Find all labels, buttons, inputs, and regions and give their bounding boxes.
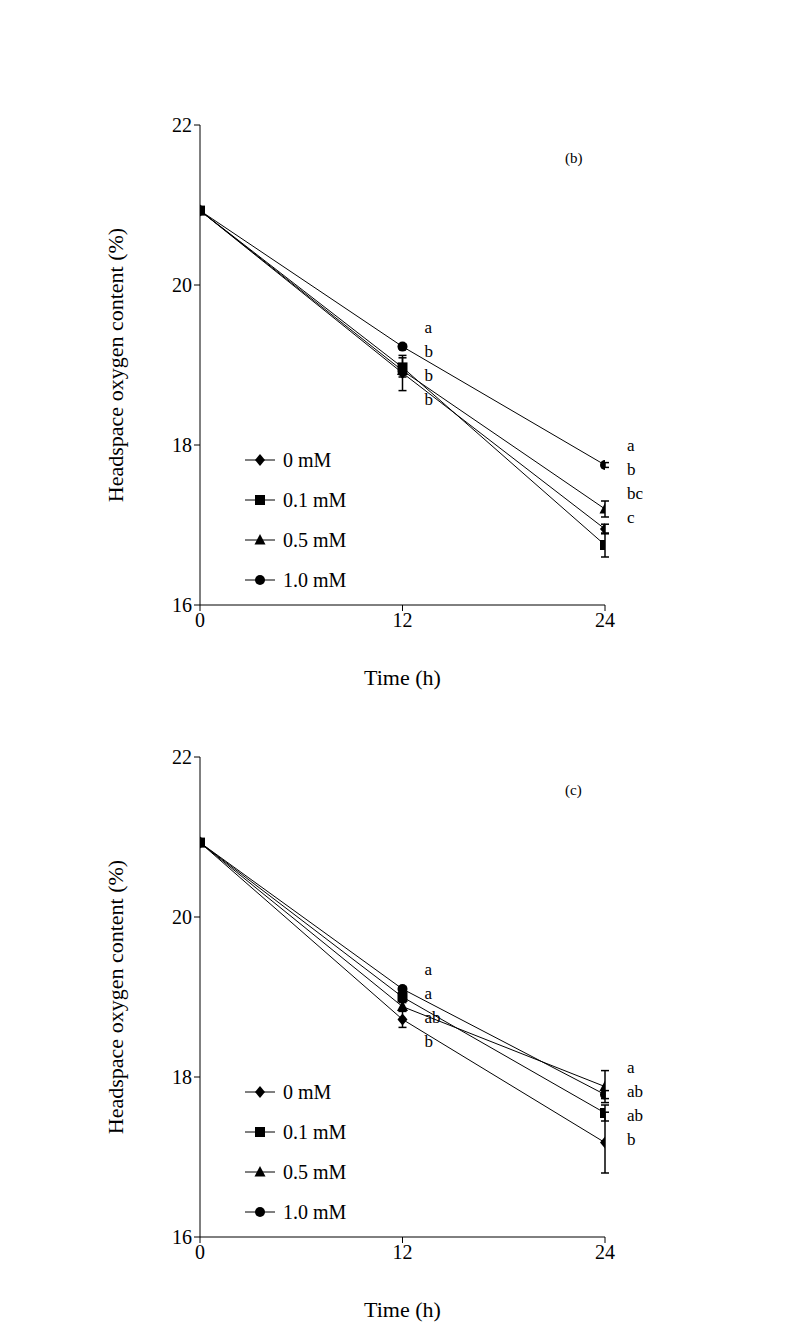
svg-text:ab: ab [627, 1082, 643, 1101]
svg-text:bc: bc [627, 484, 644, 503]
svg-text:a: a [425, 960, 433, 979]
svg-text:b: b [627, 460, 636, 479]
svg-text:ab: ab [425, 1008, 441, 1027]
html-text:1.0 mM: 1.0 mM [283, 568, 347, 591]
svg-text:Headspace oxygen content (%): Headspace oxygen content (%) [103, 860, 128, 1134]
svg-text:16: 16 [172, 1226, 192, 1248]
svg-text:Time (h): Time (h) [364, 665, 441, 690]
svg-text:ab: ab [627, 1106, 643, 1125]
html-text:0.5 mM: 0.5 mM [283, 528, 347, 551]
svg-text:b: b [627, 1130, 636, 1149]
html-text:0 mM: 0 mM [283, 1080, 332, 1103]
svg-text:20: 20 [172, 906, 192, 928]
html-text:0 mM: 0 mM [283, 448, 332, 471]
html-text:0.1 mM: 0.1 mM [283, 1120, 347, 1143]
svg-text:12: 12 [393, 609, 413, 631]
svg-text:24: 24 [595, 609, 615, 631]
svg-text:12: 12 [393, 1241, 413, 1263]
svg-text:a: a [425, 984, 433, 1003]
html-text:(c): (c) [565, 782, 582, 798]
svg-text:0: 0 [195, 1241, 205, 1263]
svg-text:Time (h): Time (h) [364, 1297, 441, 1322]
svg-text:0: 0 [195, 609, 205, 631]
svg-text:b: b [425, 366, 434, 385]
html-text:(b): (b) [565, 150, 583, 166]
html-text:0.1 mM: 0.1 mM [283, 488, 347, 511]
html-text:0.5 mM: 0.5 mM [283, 1160, 347, 1183]
svg-text:a: a [627, 436, 635, 455]
svg-text:Headspace oxygen content (%): Headspace oxygen content (%) [103, 228, 128, 502]
svg-text:20: 20 [172, 274, 192, 296]
svg-text:a: a [425, 318, 433, 337]
svg-text:16: 16 [172, 594, 192, 616]
svg-text:18: 18 [172, 434, 192, 456]
svg-text:22: 22 [172, 746, 192, 768]
svg-text:22: 22 [172, 114, 192, 136]
svg-text:b: b [425, 1032, 434, 1051]
svg-text:18: 18 [172, 1066, 192, 1088]
svg-text:24: 24 [595, 1241, 615, 1263]
svg-text:b: b [425, 390, 434, 409]
svg-text:b: b [425, 342, 434, 361]
svg-text:c: c [627, 508, 635, 527]
html-text:1.0 mM: 1.0 mM [283, 1200, 347, 1223]
svg-text:a: a [627, 1058, 635, 1077]
